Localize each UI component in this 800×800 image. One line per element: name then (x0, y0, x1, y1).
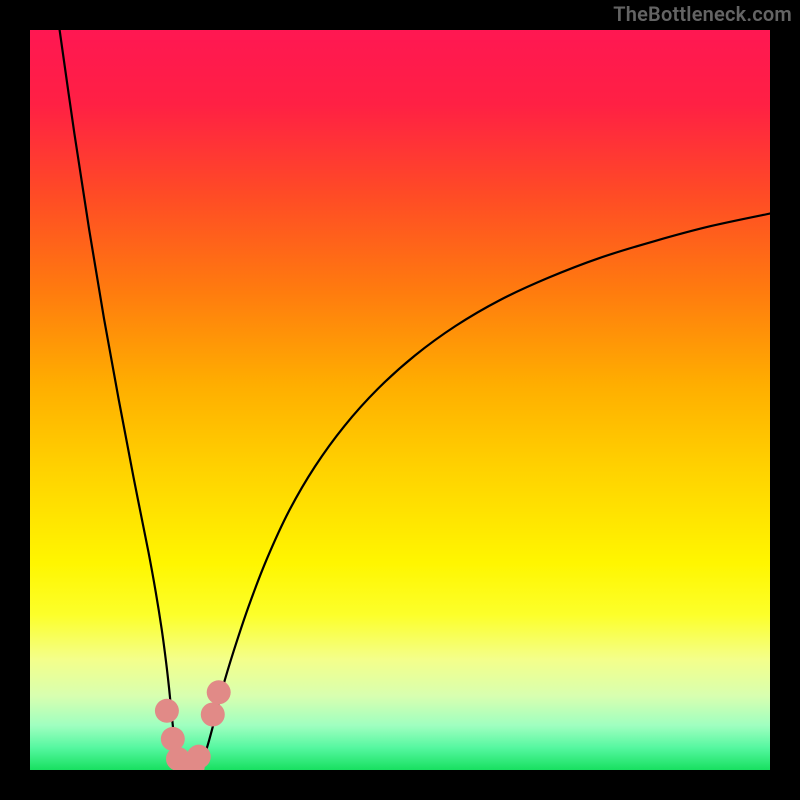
marker-dot (201, 703, 225, 727)
marker-dot (187, 745, 211, 769)
marker-dot (207, 680, 231, 704)
chart-frame: TheBottleneck.com (0, 0, 800, 800)
plot-area (30, 30, 770, 770)
watermark-text: TheBottleneck.com (613, 2, 792, 26)
marker-dot (155, 699, 179, 723)
gradient-bottleneck-chart (30, 30, 770, 770)
marker-dot (161, 727, 185, 751)
